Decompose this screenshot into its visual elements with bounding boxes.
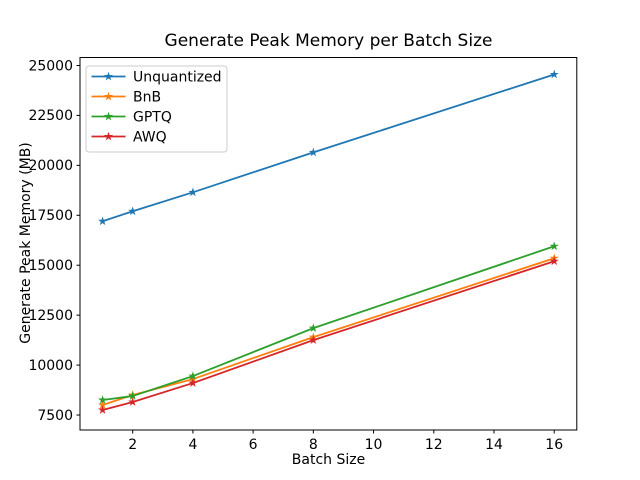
plot-frame bbox=[79, 57, 578, 431]
y-tick-label: 22500 bbox=[28, 108, 73, 124]
legend-marker-bnb bbox=[103, 91, 114, 101]
data-point-awq-x1 bbox=[98, 405, 108, 414]
y-tick-label: 12500 bbox=[28, 308, 73, 324]
legend-label-unquantized: Unquantized bbox=[133, 69, 222, 85]
data-point-unquantized-x1 bbox=[98, 216, 108, 226]
x-tick-label: 2 bbox=[128, 437, 137, 453]
data-point-awq-x2 bbox=[128, 397, 138, 406]
x-tick-label: 8 bbox=[309, 437, 318, 453]
legend-marker-awq bbox=[103, 131, 114, 141]
y-tick-label: 25000 bbox=[28, 58, 73, 74]
chart-title: Generate Peak Memory per Batch Size bbox=[164, 31, 493, 51]
data-point-awq-x4 bbox=[188, 378, 198, 387]
y-tick-label: 17500 bbox=[28, 208, 73, 224]
data-point-unquantized-x4 bbox=[188, 187, 198, 197]
data-point-gptq-x8 bbox=[308, 323, 318, 333]
y-tick-label: 7500 bbox=[37, 408, 73, 424]
legend-marker-gptq bbox=[103, 111, 114, 121]
series-line-gptq bbox=[102, 245, 555, 401]
data-point-bnb-x1 bbox=[98, 400, 108, 409]
data-point-gptq-x1 bbox=[98, 395, 108, 404]
legend-label-bnb: BnB bbox=[133, 89, 161, 105]
y-tick-label: 15000 bbox=[28, 258, 73, 274]
x-tick-label: 10 bbox=[365, 437, 383, 453]
data-point-unquantized-x8 bbox=[308, 147, 318, 157]
legend-marker-unquantized bbox=[103, 71, 114, 81]
x-tick-label: 6 bbox=[249, 437, 258, 453]
x-axis-label: Batch Size bbox=[291, 452, 366, 468]
legend-label-awq: AWQ bbox=[133, 129, 167, 145]
y-axis-label: Generate Peak Memory (MB) bbox=[18, 142, 34, 344]
x-tick-label: 12 bbox=[425, 437, 443, 453]
x-tick-label: 14 bbox=[485, 437, 503, 453]
data-point-awq-x8 bbox=[308, 335, 318, 344]
data-point-gptq-x2 bbox=[128, 391, 138, 400]
data-point-unquantized-x2 bbox=[128, 206, 138, 216]
y-tick-label: 10000 bbox=[28, 358, 73, 374]
data-point-awq-x16 bbox=[549, 256, 559, 266]
data-point-gptq-x16 bbox=[549, 241, 559, 251]
y-tick-label: 20000 bbox=[28, 158, 73, 174]
x-tick-label: 16 bbox=[545, 437, 563, 453]
data-point-gptq-x4 bbox=[188, 371, 198, 380]
legend-label-gptq: GPTQ bbox=[133, 109, 172, 125]
series-line-awq bbox=[102, 260, 555, 411]
x-tick-label: 4 bbox=[188, 437, 197, 453]
data-point-unquantized-x16 bbox=[549, 69, 559, 79]
legend-box bbox=[85, 65, 228, 153]
